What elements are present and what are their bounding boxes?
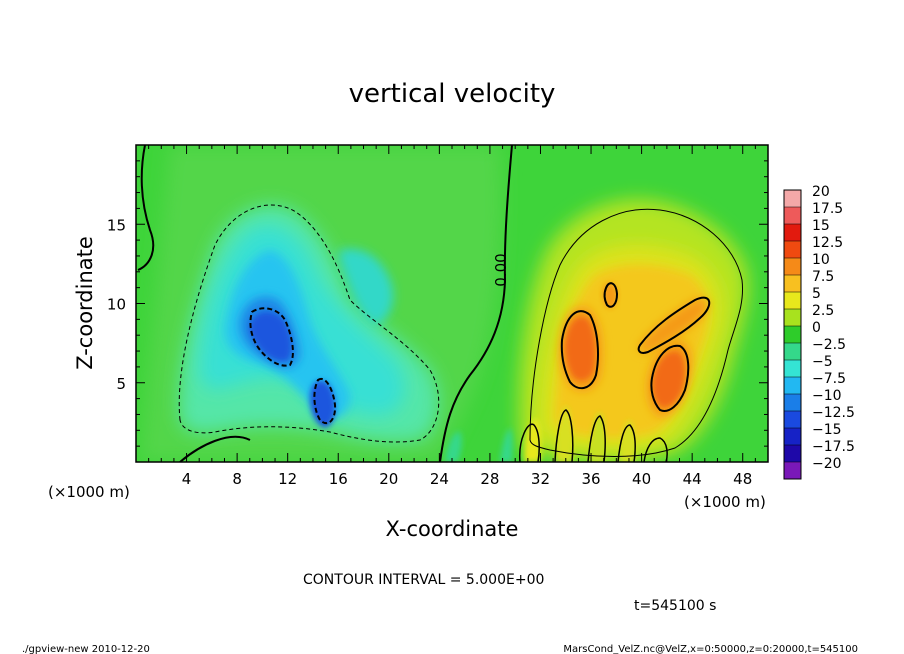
x-axis: 4 8 12 16 20 24 28 32 36 40 44 48: [148, 145, 756, 488]
time-label: t=545100 s: [634, 598, 716, 614]
contour-line-positive: [650, 344, 690, 412]
x-tick-label: 12: [278, 470, 297, 488]
contour-value-label: 0.00: [492, 253, 510, 286]
x-axis-label: X-coordinate: [386, 517, 519, 541]
colorbar-swatch: [784, 445, 801, 462]
colorbar-label: 2.5: [812, 303, 834, 319]
contour-zero-line: [617, 424, 636, 462]
contour-interval-text: CONTOUR INTERVAL = 5.000E+00: [303, 572, 544, 588]
colorbar-label: −2.5: [812, 337, 846, 353]
x-tick-label: 4: [182, 470, 192, 488]
x-tick-label: 28: [480, 470, 499, 488]
contour-line-positive: [560, 310, 599, 390]
contour-zero-line: [439, 145, 513, 462]
y-axis-label: Z-coordinate: [73, 236, 97, 370]
colorbar-label: 7.5: [812, 269, 834, 285]
contour-lines: [137, 145, 744, 462]
contour-line-positive: [529, 208, 744, 457]
contour-zero-line: [643, 437, 668, 462]
colorbar-swatch: [784, 343, 801, 360]
colorbar-label: 0: [812, 320, 821, 336]
heatmap-field: 0.00: [136, 145, 768, 462]
colorbar-label: 5: [812, 286, 821, 302]
x-tick-label: 48: [733, 470, 752, 488]
colorbar-label: 10: [812, 252, 830, 268]
x-tick-label: 36: [581, 470, 600, 488]
colorbar-swatch: [784, 428, 801, 445]
x-tick-label: 24: [430, 470, 449, 488]
x-tick-label: 32: [531, 470, 550, 488]
colorbar-swatch: [784, 292, 801, 309]
x-tick-label: 8: [232, 470, 242, 488]
colorbar-label: −20: [812, 456, 842, 472]
y-tick-label: 5: [116, 375, 126, 393]
contour-line-positive: [637, 296, 711, 354]
chart-title: vertical velocity: [349, 79, 556, 109]
colorbar-swatch: [784, 326, 801, 343]
colorbar-swatch: [784, 275, 801, 292]
colorbar-swatch: [784, 411, 801, 428]
colorbar-swatch: [784, 241, 801, 258]
y-tick-label: 10: [107, 296, 126, 314]
x-tick-label: 20: [379, 470, 398, 488]
x-tick-label: 16: [329, 470, 348, 488]
colorbar-swatch: [784, 258, 801, 275]
contour-line-negative: [249, 307, 294, 367]
x-axis-unit-left: (×1000 m): [48, 483, 130, 501]
colorbar-swatch: [784, 190, 801, 207]
colorbar-swatch: [784, 360, 801, 377]
footer-left: ./gpview-new 2010-12-20: [22, 644, 150, 654]
x-axis-unit-right: (×1000 m): [684, 493, 766, 511]
contour-zero-line: [519, 423, 540, 462]
contour-zero-line: [137, 145, 155, 271]
colorbar-swatch: [784, 377, 801, 394]
colorbar: 2017.51512.5107.552.50−2.5−5−7.5−10−12.5…: [783, 184, 855, 480]
colorbar-swatch: [784, 309, 801, 326]
contour-line-negative: [178, 204, 440, 443]
colorbar-label: −12.5: [812, 405, 855, 421]
footer-right: MarsCond_VelZ.nc@VelZ,x=0:50000,z=0:2000…: [563, 644, 858, 654]
colorbar-label: 15: [812, 218, 830, 234]
colorbar-label: −7.5: [812, 371, 846, 387]
colorbar-frame: [783, 189, 802, 480]
colorbar-label: −15: [812, 422, 842, 438]
x-tick-label: 40: [632, 470, 651, 488]
colorbar-swatch: [784, 394, 801, 411]
colorbar-label: 12.5: [812, 235, 843, 251]
contour-line-negative: [313, 377, 337, 425]
colorbar-label: 20: [812, 184, 830, 200]
contour-line-positive: [603, 282, 619, 308]
colorbar-swatch: [784, 207, 801, 224]
y-tick-label: 15: [107, 216, 126, 234]
colorbar-label: −10: [812, 388, 842, 404]
y-axis: 5 10 15: [107, 160, 768, 447]
colorbar-swatch: [784, 462, 801, 479]
x-tick-label: 44: [683, 470, 702, 488]
colorbar-label: −5: [812, 354, 833, 370]
contour-zero-line: [554, 409, 574, 462]
contour-zero-line: [587, 415, 606, 462]
colorbar-swatch: [784, 224, 801, 241]
positive-region: [518, 199, 749, 462]
colorbar-label: 17.5: [812, 201, 843, 217]
colorbar-label: −17.5: [812, 439, 855, 455]
